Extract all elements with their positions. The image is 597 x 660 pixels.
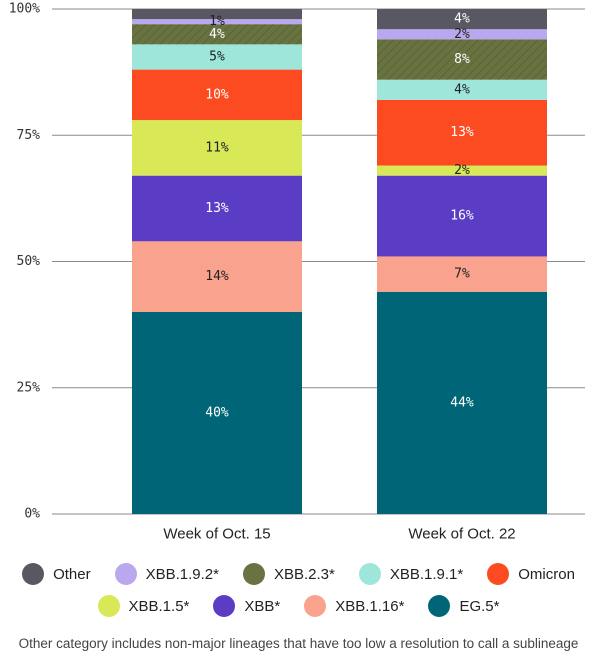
data-label: 8% — [454, 52, 470, 67]
bar-segment-texture — [377, 39, 547, 80]
legend-item-other: Other — [22, 563, 91, 585]
bar-segment-xbb-1-9-1 — [132, 44, 302, 70]
legend-item-xbb: XBB* — [213, 595, 280, 617]
legend-swatch — [213, 595, 236, 617]
data-label: 13% — [205, 201, 229, 216]
bar-segment-omicron — [377, 99, 547, 166]
y-tick-label: 75% — [17, 128, 41, 143]
legend-swatch — [304, 595, 327, 617]
legend-item-omicron: Omicron — [487, 563, 575, 585]
bars — [132, 9, 547, 514]
x-category-label: Week of Oct. 15 — [163, 526, 270, 543]
bar-segment-omicron — [132, 69, 302, 121]
bar-segment-xbb-1-9-2 — [132, 19, 302, 25]
bar-segment-xbb-1-16 — [132, 241, 302, 312]
y-tick-label: 100% — [9, 2, 40, 17]
legend-item-xbb-1-16: XBB.1.16* — [304, 595, 404, 617]
legend-label: XBB.1.16* — [335, 597, 405, 615]
legend-label: EG.5* — [459, 597, 500, 615]
legend-label: Other — [53, 565, 91, 583]
legend-swatch — [487, 563, 510, 585]
legend-swatch — [22, 563, 45, 585]
bar-segment-xbb-1-9-1 — [377, 79, 547, 100]
bar-segment-eg-5 — [377, 291, 547, 514]
data-label: 11% — [205, 140, 229, 155]
legend-label: XBB* — [244, 597, 281, 615]
legend-swatch — [358, 563, 381, 585]
data-label: 14% — [205, 269, 229, 284]
bar-segment-other — [132, 9, 302, 20]
legend-item-xbb-1-9-2: XBB.1.9.2* — [114, 563, 219, 585]
legend-row-1: Other XBB.1.9.2* XBB.2.3* XBB.1.9.1* Omi… — [0, 560, 597, 588]
footnote: Other category includes non-major lineag… — [18, 636, 579, 651]
stacked-bar-chart: 40%14%13%11%10%5%4%1%44%7%16%2%13%4%8%2%… — [9, 2, 585, 543]
bar-segment-texture — [132, 24, 302, 45]
y-tick-label: 25% — [17, 380, 41, 395]
legend-item-xbb-2-3: XBB.2.3* — [242, 563, 335, 585]
y-axis-ticks: 0% 25% 50% 75% 100% — [9, 2, 40, 522]
bar-segment-xbb — [377, 175, 547, 257]
data-label: 4% — [454, 82, 470, 97]
bar-segment-other — [377, 9, 547, 30]
data-label: 5% — [209, 49, 225, 64]
data-label: 40% — [205, 406, 229, 421]
data-label: 7% — [454, 267, 470, 282]
legend-item-xbb-1-5: XBB.1.5* — [97, 595, 190, 617]
legend: Other XBB.1.9.2* XBB.2.3* XBB.1.9.1* Omi… — [0, 560, 597, 624]
legend-swatch — [428, 595, 451, 617]
bar-segment-xbb-1-5 — [132, 120, 302, 176]
legend-label: XBB.1.9.2* — [145, 565, 219, 583]
bar-segment-xbb — [132, 175, 302, 242]
legend-row-2: XBB.1.5* XBB* XBB.1.16* EG.5* — [0, 592, 597, 620]
legend-swatch — [97, 595, 120, 617]
bar-segment-xbb-1-9-2 — [377, 29, 547, 40]
segment-labels: 40%14%13%11%10%5%4%1%44%7%16%2%13%4%8%2%… — [205, 12, 474, 421]
y-tick-label: 50% — [17, 254, 41, 269]
legend-label: XBB.1.5* — [128, 597, 190, 615]
data-label: 1% — [209, 14, 225, 29]
data-label: 44% — [450, 395, 474, 410]
legend-label: XBB.1.9.1* — [389, 565, 464, 583]
legend-swatch — [242, 563, 265, 585]
x-category-label: Week of Oct. 22 — [408, 526, 515, 543]
legend-item-xbb-1-9-1: XBB.1.9.1* — [358, 563, 464, 585]
bar-segment-eg-5 — [132, 312, 302, 514]
data-label: 4% — [454, 12, 470, 27]
legend-item-eg-5: EG.5* — [428, 595, 499, 617]
data-label: 4% — [209, 27, 225, 42]
bar-segment-xbb-1-16 — [377, 256, 547, 292]
data-label: 16% — [450, 209, 474, 224]
data-label: 10% — [205, 87, 229, 102]
y-tick-label: 0% — [24, 507, 40, 522]
legend-swatch — [114, 563, 137, 585]
data-label: 2% — [454, 27, 470, 42]
x-axis-labels: Week of Oct. 15 Week of Oct. 22 — [163, 526, 515, 543]
bar-segment-xbb-1-5 — [377, 165, 547, 176]
data-label: 2% — [454, 163, 470, 178]
data-label: 13% — [450, 125, 474, 140]
legend-label: Omicron — [518, 565, 575, 583]
legend-label: XBB.2.3* — [273, 565, 335, 583]
